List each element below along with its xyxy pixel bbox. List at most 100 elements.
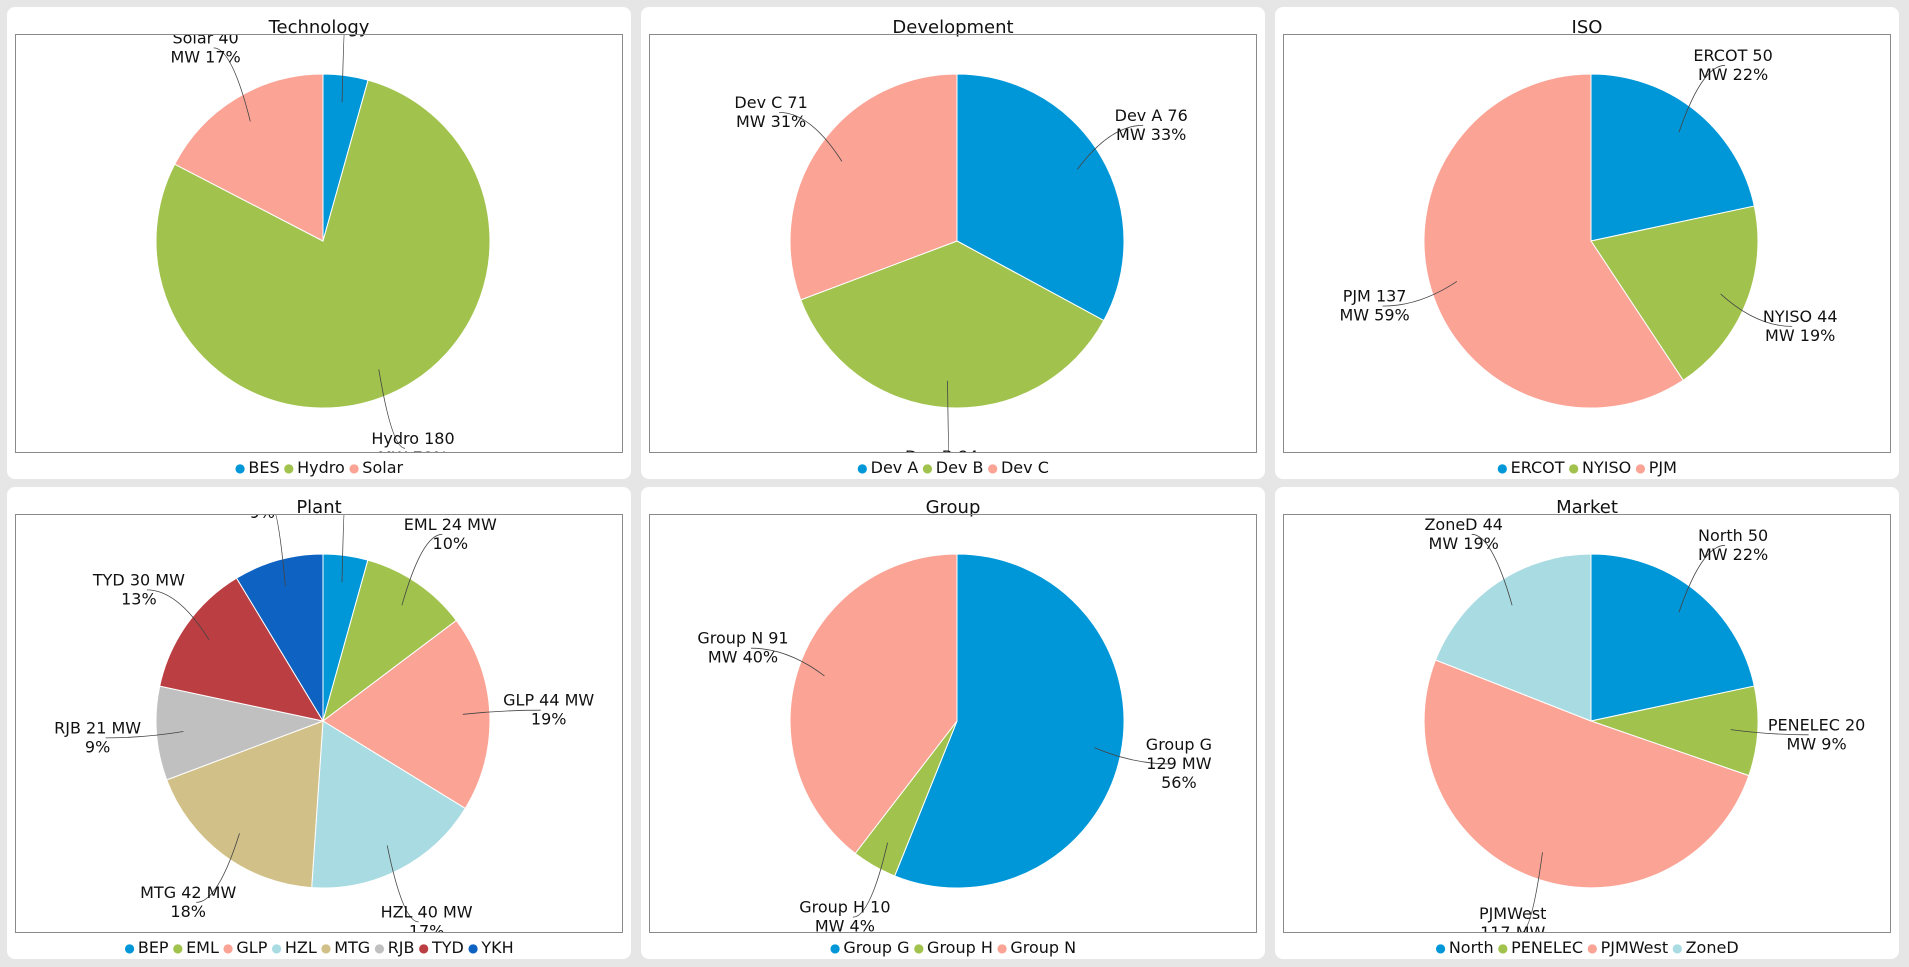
data-label: TYD 30 MW 13% (92, 570, 185, 608)
data-label: EML 24 MW 10% (404, 515, 497, 553)
legend-marker-icon: ● (418, 941, 429, 955)
legend-marker-icon: ● (271, 941, 282, 955)
legend-marker-icon: ● (1497, 461, 1508, 475)
leader-line (386, 845, 419, 923)
chart-panel-group: Group Group G 129 MW 56% Group H 10 MW 4% Gro… (641, 487, 1265, 959)
legend-label: RJB (387, 938, 415, 957)
legend-item: ● NYISO (1569, 458, 1632, 477)
legend-label: Dev A (870, 458, 919, 477)
data-label: BEP 10 MW4% (308, 515, 399, 516)
pie-slice-dev-a (956, 73, 1125, 322)
pie-slice-north (1590, 553, 1755, 722)
legend-marker-icon: ● (913, 941, 925, 955)
data-label: PJM 137 MW 59% (1339, 287, 1409, 325)
legend-label: HZL (284, 938, 317, 957)
legend-label: Group G (843, 938, 910, 957)
leader-line (378, 369, 406, 449)
legend-label: GLP (236, 938, 268, 957)
legend-marker-icon: ● (829, 941, 841, 955)
chart-panel-technology: Technology BES 10 MW4% Hydro 180MW 78% Sol… (7, 7, 631, 479)
legend-marker-icon: ● (374, 941, 385, 955)
data-label: RJB 21 MW 9% (54, 718, 141, 756)
legend-item: ● ZoneD (1672, 938, 1739, 957)
pie-slice-dev-c (789, 73, 958, 301)
data-label: Dev C 71 MW 31% (734, 93, 807, 131)
legend-marker-icon: ● (222, 941, 234, 955)
leader-line (852, 842, 888, 918)
leader-line (779, 112, 843, 162)
plot-area: Group G 129 MW 56% Group H 10 MW 4% Group N 9… (649, 514, 1257, 933)
chart-panel-market: Market North 50 MW 22% PENELEC 20 MW 9% PJMW… (1275, 487, 1899, 959)
pie-slice-glp (322, 619, 491, 810)
legend-marker-icon: ● (996, 941, 1008, 955)
data-label: Solar 40 MW 17% (170, 35, 240, 66)
legend-item: ● BES (235, 458, 280, 477)
legend-item: ● Group G (830, 938, 910, 957)
legend-item: ● North (1435, 938, 1493, 957)
legend-marker-icon: ● (857, 461, 868, 475)
legend-label: EML (186, 938, 219, 957)
data-label: Dev A 76 MW 33% (1115, 106, 1188, 144)
pie-slice-nyiso (1590, 205, 1759, 381)
pie-slice-ercot (1590, 73, 1755, 242)
legend-item: ● PENELEC (1498, 938, 1584, 957)
legend-item: ● ERCOT (1497, 458, 1564, 477)
legend-marker-icon: ● (348, 461, 360, 475)
legend-label: Solar (362, 458, 404, 477)
legend-label: BEP (137, 938, 169, 957)
legend: ● North ● PENELEC ● PJMWest ● ZoneD (1275, 938, 1899, 957)
legend-label: Group H (927, 938, 993, 957)
data-label: Hydro 180MW 78% (371, 429, 454, 452)
chart-panel-iso: ISO ERCOT 50 MW 22% NYISO 44 MW 19% PJM 137 M… (1275, 7, 1899, 479)
leader-line (750, 647, 825, 677)
pie-chart-group: Group G 129 MW 56% Group H 10 MW 4% Group N 9… (697, 553, 1212, 932)
leader-line (1522, 852, 1543, 932)
legend-marker-icon: ● (1635, 461, 1646, 475)
legend-label: YKH (481, 938, 514, 957)
data-label: Group H 10 MW 4% (799, 898, 890, 932)
data-label: ERCOT 50 MW 22% (1693, 46, 1772, 84)
chart-title: Development (892, 17, 1014, 38)
legend-label: Group N (1010, 938, 1077, 957)
legend-item: ● PJMWest (1587, 938, 1668, 957)
data-label: HZL 40 MW 17% (381, 902, 473, 932)
legend-label: PENELEC (1511, 938, 1584, 957)
pie-slice-hzl (311, 720, 466, 889)
leader-line (105, 731, 184, 739)
data-label: BES 10 MW4% (308, 35, 400, 36)
legend-marker-icon: ● (1435, 941, 1446, 955)
data-label: Group G 129 MW 56% (1146, 735, 1212, 792)
legend-item: ● Dev C (987, 458, 1048, 477)
pie-chart-iso: ERCOT 50 MW 22% NYISO 44 MW 19% PJM 137 MW 59… (1339, 46, 1838, 409)
pie-slice-hydro (155, 79, 491, 409)
legend-item: ● MTG (321, 938, 370, 957)
legend-item: ● Dev A (857, 458, 918, 477)
data-label: ZoneD 44 MW 19% (1424, 515, 1503, 553)
chart-title: Plant (296, 497, 342, 518)
chart-title: Group (925, 497, 981, 518)
pie-slice-zoned (1434, 553, 1592, 722)
legend: ● ERCOT ● NYISO ● PJM (1275, 458, 1899, 477)
legend-item: ● Dev B (922, 458, 983, 477)
pie-slice-pjm (1423, 73, 1684, 409)
leader-line (341, 515, 345, 583)
legend: ● Group G ● Group H ● Group N (641, 938, 1265, 957)
legend-marker-icon: ● (987, 461, 998, 475)
legend-label: PJM (1648, 458, 1677, 477)
leader-line (1094, 747, 1171, 765)
legend-item: ● Hydro (284, 458, 345, 477)
legend-label: TYD (431, 938, 464, 957)
legend-marker-icon: ● (1672, 941, 1683, 955)
legend-label: ERCOT (1510, 458, 1565, 477)
legend-marker-icon: ● (467, 941, 479, 955)
legend-item: ● RJB (374, 938, 414, 957)
leader-line (1076, 124, 1144, 170)
leader-line (401, 533, 443, 606)
leader-line (947, 380, 950, 452)
